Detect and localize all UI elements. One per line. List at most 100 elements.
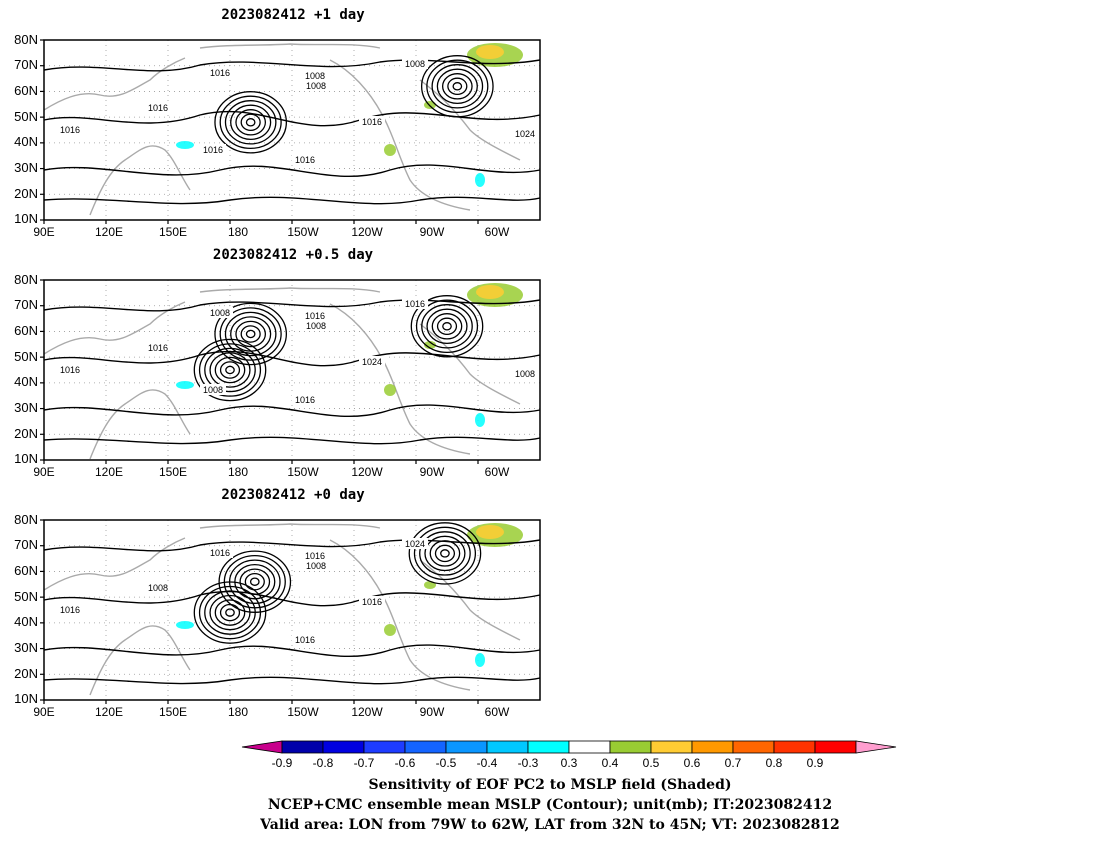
contour-label: 1008 <box>305 71 325 81</box>
lon-label: 150E <box>158 705 188 719</box>
colorbar-tick-label: 0.7 <box>724 756 742 770</box>
contour-label: 1016 <box>60 125 80 135</box>
contour-label: 1008 <box>306 561 326 571</box>
isobar-contour <box>245 329 256 339</box>
isobar-contour <box>426 308 468 345</box>
lon-label: 120W <box>351 705 383 719</box>
contour-label-bg <box>359 116 385 127</box>
isobar-contour <box>204 347 256 393</box>
lon-label: 150W <box>287 225 319 239</box>
colorbar-swatch <box>814 740 857 754</box>
isobar-contour <box>431 313 463 340</box>
isobar-contour <box>421 304 473 349</box>
coastline <box>419 323 521 405</box>
sensitivity-shading <box>424 101 436 109</box>
isobar-contour <box>43 59 541 72</box>
contour-label-bg <box>303 320 329 331</box>
isobar-contour <box>447 77 468 96</box>
lat-label: 60N <box>14 563 38 578</box>
lat-label: 40N <box>14 134 38 149</box>
colorbar-swatch <box>650 740 693 754</box>
isobar-contour <box>424 535 466 572</box>
isobar-contour <box>43 196 541 205</box>
colorbar-tick-label: 0.8 <box>765 756 783 770</box>
isobar-contour <box>219 95 282 150</box>
coastline <box>43 537 186 591</box>
isobar-contour <box>245 118 256 127</box>
colorbar-swatch <box>363 740 406 754</box>
lon-label: 120W <box>351 465 383 479</box>
sensitivity-shading <box>176 141 194 149</box>
colorbar <box>241 740 897 754</box>
lat-label: 80N <box>14 512 38 527</box>
lon-label: 180 <box>227 705 249 719</box>
contour-label: 1016 <box>305 311 325 321</box>
colorbar-swatch <box>322 740 365 754</box>
colorbar-swatch <box>732 740 775 754</box>
colorbar-swatch <box>773 740 816 754</box>
lat-label: 60N <box>14 83 38 98</box>
contour-label-bg <box>57 364 83 375</box>
isobar-contour <box>43 644 541 658</box>
colorbar-tick-label: -0.5 <box>435 756 457 770</box>
contour-label: 1016 <box>295 635 315 645</box>
contour-label: 1024 <box>405 539 425 549</box>
isobar-contour <box>43 350 541 367</box>
panel-title: 2023082412 +0.5 day <box>212 247 374 263</box>
sensitivity-shading <box>475 413 485 427</box>
lat-label: 30N <box>14 640 38 655</box>
contour-label: 1016 <box>305 551 325 561</box>
sensitivity-shading <box>176 381 194 389</box>
lat-label: 70N <box>14 57 38 72</box>
lat-label: 30N <box>14 400 38 415</box>
isobar-contour <box>43 299 541 312</box>
colorbar-low-arrow <box>241 740 283 754</box>
isobar-contour <box>43 404 541 418</box>
lon-label: 90E <box>33 705 55 719</box>
isobar-contour <box>43 436 541 445</box>
isobar-contour <box>234 563 276 600</box>
isobar-contour <box>193 338 267 402</box>
isobar-contour <box>436 68 478 105</box>
isobar-contour <box>214 302 288 366</box>
isobar-contour <box>219 361 241 379</box>
colorbar-tick-label: -0.4 <box>476 756 498 770</box>
lon-label: 120E <box>94 705 124 719</box>
coastline <box>199 287 381 293</box>
isobar-contour <box>415 299 479 354</box>
isobar-contour <box>436 317 458 336</box>
isobar-contour <box>441 73 473 100</box>
lon-label: 90E <box>33 465 55 479</box>
colorbar-tick-label: -0.3 <box>517 756 539 770</box>
isobar-contour <box>240 325 261 343</box>
colorbar-tick-label: 0.9 <box>806 756 824 770</box>
coastline <box>89 145 191 216</box>
coastline <box>329 303 471 455</box>
contour-label: 1016 <box>362 117 382 127</box>
isobar-contour <box>43 676 541 685</box>
lat-label: 50N <box>14 349 38 364</box>
isobar-contour <box>198 343 262 397</box>
lon-label: 180 <box>227 465 249 479</box>
lat-label: 70N <box>14 537 38 552</box>
lat-label: 20N <box>14 666 38 681</box>
isobar-contour <box>214 91 288 154</box>
colorbar-tick-label: 0.3 <box>560 756 578 770</box>
isobar-contour <box>440 549 450 558</box>
isobar-contour <box>230 104 272 141</box>
contour-label: 1016 <box>148 343 168 353</box>
isobar-contour <box>219 307 282 361</box>
isobar-contour <box>410 295 484 358</box>
lat-label: 40N <box>14 374 38 389</box>
coastline <box>419 559 521 641</box>
lat-label: 50N <box>14 109 38 124</box>
contour-label-bg <box>145 582 171 593</box>
contour-label: 1016 <box>295 395 315 405</box>
sensitivity-shading <box>384 624 396 636</box>
sensitivity-shading <box>424 341 436 349</box>
coastline <box>43 57 186 111</box>
coastline <box>199 43 381 49</box>
lat-label: 20N <box>14 426 38 441</box>
colorbar-tick-label: 0.6 <box>683 756 701 770</box>
